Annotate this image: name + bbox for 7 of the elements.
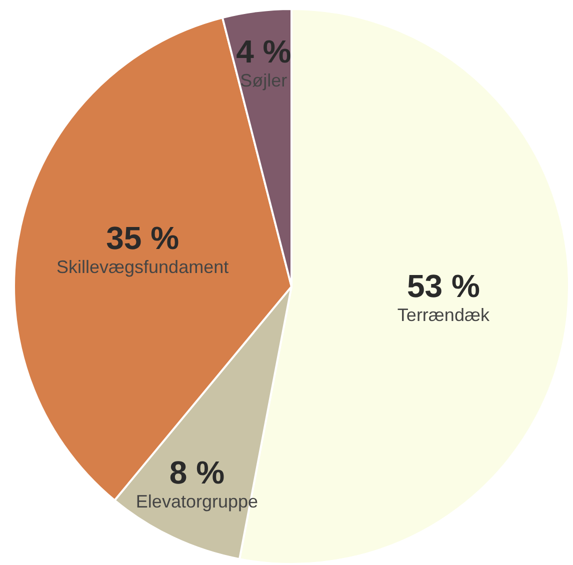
slice-label: Skillevægsfundament	[56, 257, 229, 278]
slice-label: Søjler	[240, 70, 288, 90]
data-label: 4 %	[236, 33, 292, 70]
slice-label: Terrændæk	[397, 304, 490, 325]
data-label: 8 %	[169, 454, 225, 490]
data-label: 35 %	[106, 220, 180, 256]
data-label: 53 %	[406, 268, 480, 304]
